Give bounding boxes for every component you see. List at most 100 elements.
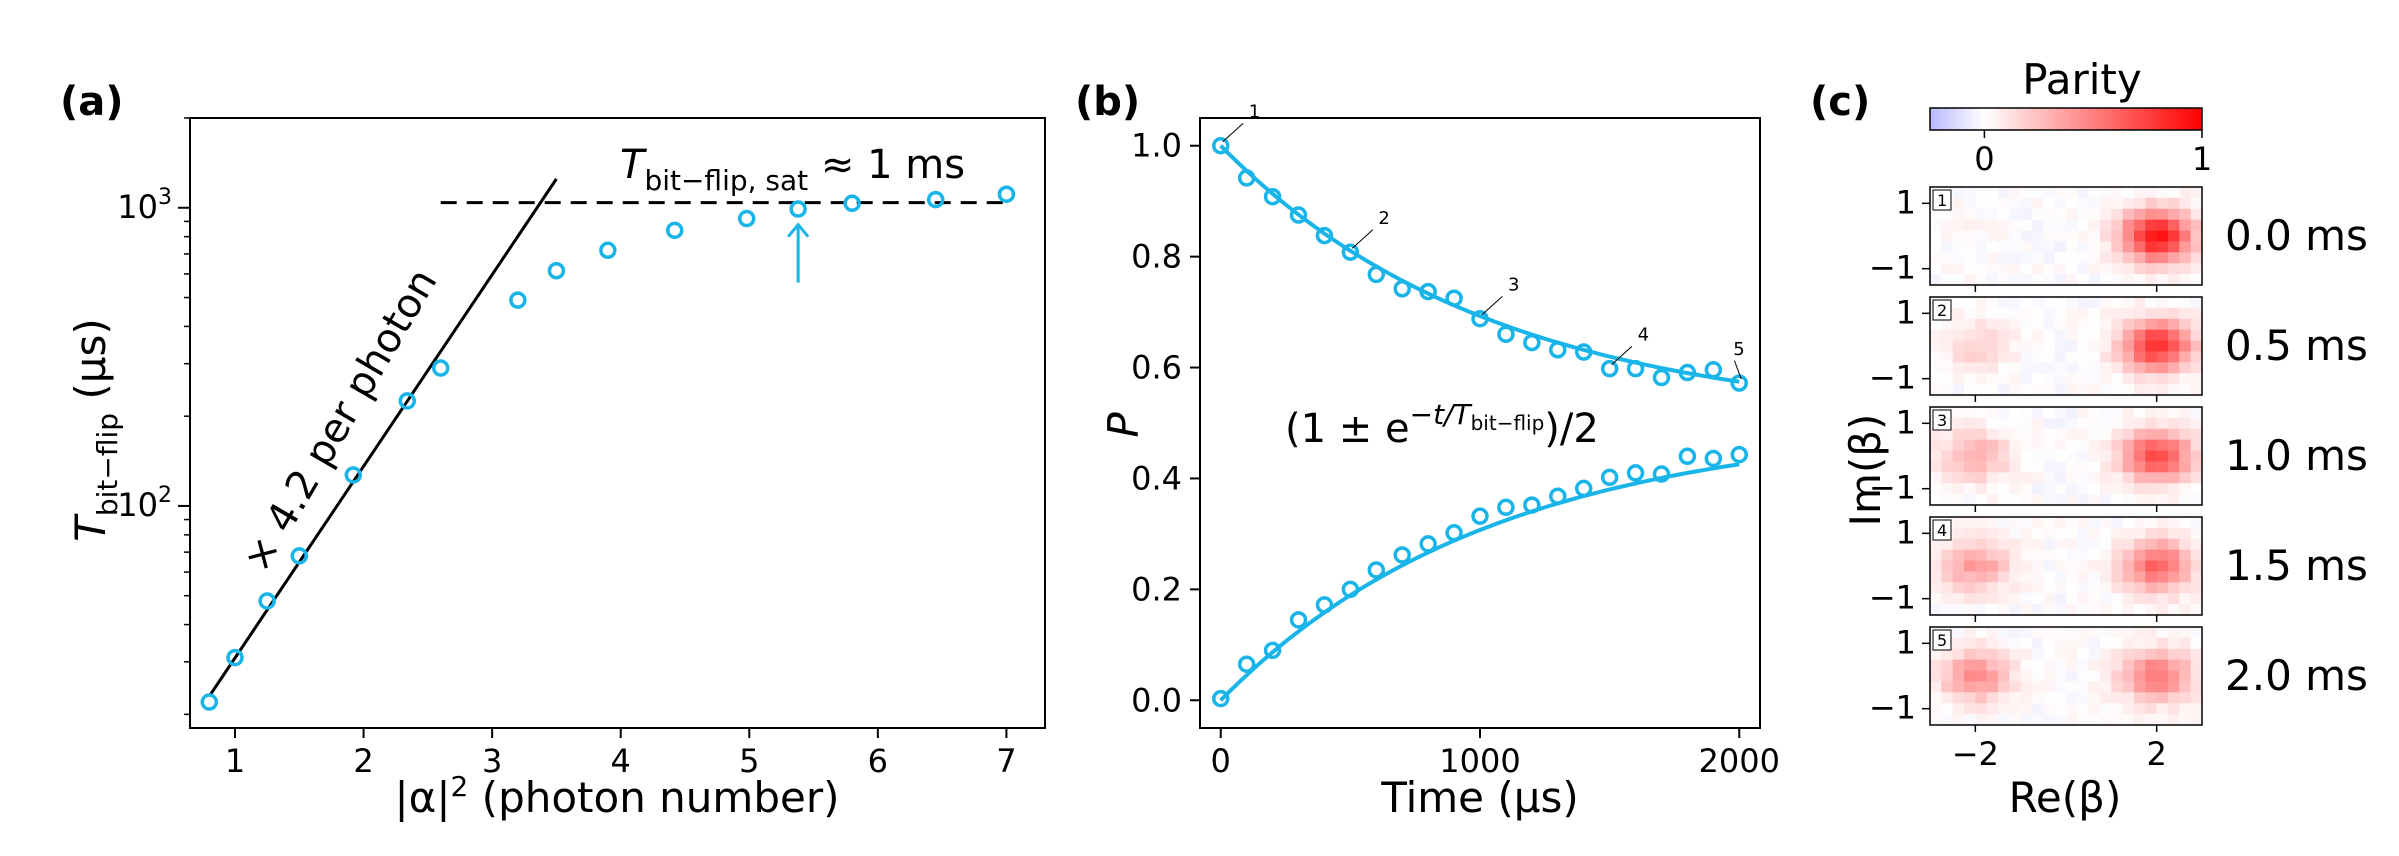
parity-pixel bbox=[2009, 714, 2022, 726]
fit-curve-upper bbox=[1219, 144, 1740, 384]
parity-pixel bbox=[2168, 593, 2180, 605]
parity-pixel bbox=[2179, 472, 2192, 484]
data-point-lower bbox=[1393, 546, 1411, 564]
parity-pixel bbox=[2168, 670, 2180, 682]
parity-pixel bbox=[2020, 197, 2033, 210]
parity-pixel bbox=[1964, 692, 1976, 704]
parity-pixel bbox=[2122, 274, 2135, 286]
parity-pixel bbox=[2088, 659, 2101, 671]
parity-pixel bbox=[2020, 373, 2033, 385]
parity-pixel bbox=[2190, 472, 2203, 484]
data-point-upper bbox=[1315, 226, 1334, 245]
parity-pixel bbox=[2156, 208, 2169, 221]
data-point bbox=[737, 209, 756, 228]
parity-pixel bbox=[1975, 593, 1988, 605]
data-point-upper bbox=[1678, 363, 1697, 382]
parity-pixel bbox=[2190, 703, 2203, 715]
parity-pixel bbox=[2100, 373, 2112, 385]
parity-pixel bbox=[1941, 274, 1954, 286]
parity-pixel bbox=[1975, 517, 1988, 529]
parity-pixel bbox=[2145, 297, 2158, 309]
parity-pixel bbox=[2054, 692, 2067, 704]
y-tick-label: 0.8 bbox=[1131, 238, 1182, 276]
parity-pixel bbox=[2111, 340, 2124, 352]
parity-pixel bbox=[1998, 604, 2010, 616]
point-label: 3 bbox=[1508, 275, 1519, 296]
parity-pixel bbox=[2111, 692, 2124, 704]
parity-pixel bbox=[1998, 187, 2010, 199]
parity-pixel bbox=[2190, 648, 2203, 661]
parity-pixel bbox=[2088, 340, 2101, 352]
parity-pixel bbox=[2088, 627, 2101, 639]
parity-pixel bbox=[2100, 340, 2112, 352]
data-point bbox=[926, 190, 945, 209]
parity-pixel bbox=[1998, 384, 2010, 396]
parity-pixel bbox=[2032, 648, 2044, 661]
parity-pixel bbox=[2134, 274, 2146, 286]
parity-pixel bbox=[1975, 362, 1988, 374]
parity-pixel bbox=[2009, 571, 2022, 583]
parity-pixel bbox=[2122, 428, 2135, 441]
parity-pixel bbox=[2145, 627, 2158, 639]
parity-pixel bbox=[1964, 197, 1976, 210]
parity-pixel bbox=[1952, 297, 1965, 309]
parity-pixel bbox=[2043, 307, 2056, 320]
parity-pixel bbox=[1986, 362, 1999, 374]
parity-map-index-box bbox=[1932, 299, 1952, 321]
parity-pixel bbox=[2168, 659, 2180, 671]
parity-pixel bbox=[1986, 197, 1999, 210]
parity-pixel bbox=[2020, 263, 2033, 275]
parity-pixel bbox=[2134, 428, 2146, 441]
parity-pixel bbox=[2077, 407, 2090, 419]
parity-pixel bbox=[1998, 527, 2010, 540]
parity-pixel bbox=[2190, 494, 2203, 506]
parity-pixel bbox=[1930, 274, 1942, 286]
parity-pixel bbox=[2020, 538, 2033, 551]
parity-pixel bbox=[2168, 560, 2180, 572]
parity-map-frame bbox=[1929, 406, 2203, 506]
parity-pixel bbox=[2043, 571, 2056, 583]
parity-pixel bbox=[2122, 571, 2135, 583]
parity-pixel bbox=[2066, 329, 2078, 341]
parity-pixel bbox=[1975, 428, 1988, 441]
parity-map: 3 1 −1 1.0 ms bbox=[1869, 403, 2368, 512]
x-tick-label: 1 bbox=[225, 742, 245, 780]
parity-pixel bbox=[2100, 538, 2112, 551]
data-point-upper bbox=[1704, 361, 1723, 379]
parity-pixel bbox=[2111, 219, 2124, 231]
parity-pixel bbox=[2020, 407, 2033, 419]
parity-pixel bbox=[1986, 241, 1999, 253]
parity-pixel bbox=[1930, 483, 1942, 495]
parity-pixel bbox=[2168, 230, 2180, 242]
parity-pixel bbox=[2179, 692, 2192, 704]
parity-pixel bbox=[1986, 318, 1999, 331]
parity-pixel bbox=[1930, 703, 1942, 715]
parity-pixel bbox=[2168, 692, 2180, 704]
data-point-lower bbox=[1471, 507, 1489, 525]
parity-pixel bbox=[2168, 571, 2180, 583]
parity-pixel bbox=[2077, 560, 2090, 572]
parity-pixel bbox=[2032, 637, 2044, 650]
data-point bbox=[258, 592, 276, 610]
parity-pixel bbox=[2179, 538, 2192, 551]
parity-pixel bbox=[2100, 517, 2112, 529]
parity-pixel bbox=[2134, 538, 2146, 551]
parity-pixel bbox=[2020, 340, 2033, 352]
parity-pixel bbox=[2088, 384, 2101, 396]
panel-label-b: (b) bbox=[1075, 79, 1140, 125]
parity-pixel bbox=[2066, 681, 2078, 693]
point-label: 2 bbox=[1378, 208, 1389, 229]
parity-pixel bbox=[1986, 428, 1999, 441]
data-point bbox=[547, 261, 566, 280]
parity-pixel bbox=[2168, 252, 2180, 264]
parity-pixel bbox=[1941, 351, 1954, 363]
parity-pixel bbox=[1975, 648, 1988, 661]
parity-pixel bbox=[1986, 571, 1999, 583]
parity-pixel bbox=[2145, 318, 2158, 331]
parity-pixel bbox=[1930, 560, 1942, 572]
parity-pixel bbox=[2088, 472, 2101, 484]
parity-pixel bbox=[2066, 560, 2078, 572]
parity-pixel bbox=[1975, 263, 1988, 275]
parity-pixel bbox=[2009, 703, 2022, 715]
